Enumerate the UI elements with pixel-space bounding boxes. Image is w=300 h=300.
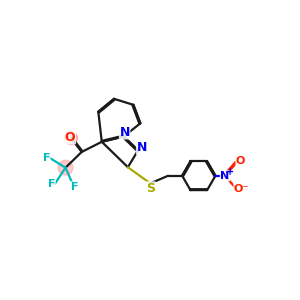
Text: N: N [136, 141, 147, 154]
Circle shape [64, 132, 77, 145]
Text: S: S [146, 182, 155, 195]
Text: +: + [226, 167, 234, 177]
Text: O⁻: O⁻ [234, 184, 249, 194]
Text: O: O [65, 131, 75, 144]
Circle shape [58, 160, 73, 175]
Text: O: O [236, 156, 245, 167]
Text: F: F [70, 182, 78, 192]
Text: F: F [43, 153, 50, 163]
Text: N: N [119, 126, 130, 139]
Text: F: F [48, 179, 55, 189]
Text: N: N [220, 171, 230, 181]
